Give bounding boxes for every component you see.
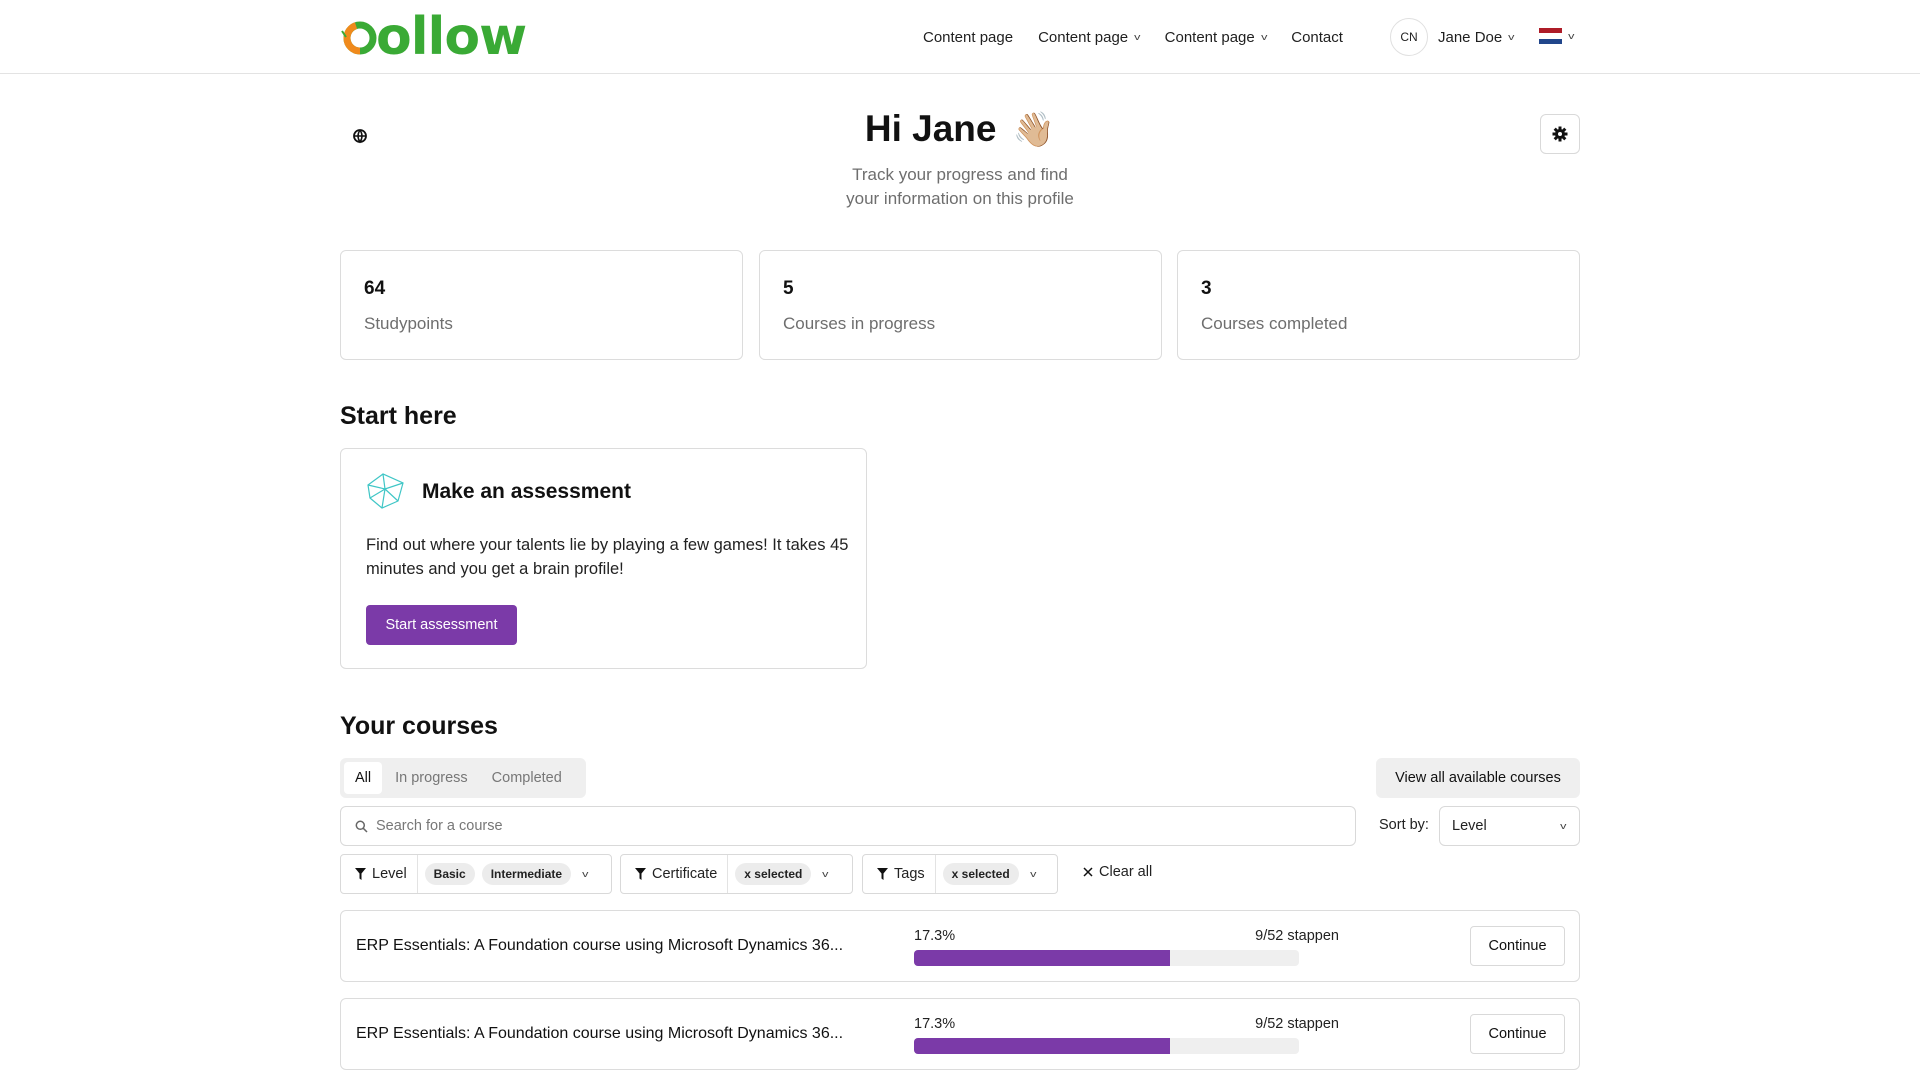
filter-label: Tags bbox=[894, 866, 925, 882]
course-row: ERP Essentials: A Foundation course usin… bbox=[340, 998, 1580, 1070]
close-icon bbox=[1083, 867, 1093, 877]
course-row: ERP Essentials: A Foundation course usin… bbox=[340, 910, 1580, 982]
tags-filter[interactable]: Tags x selected v bbox=[862, 854, 1058, 894]
nav-item-label: Content page bbox=[923, 28, 1014, 46]
main-nav: Content page Content page v Content page… bbox=[923, 0, 1368, 74]
clear-all-button[interactable]: Clear all bbox=[1083, 864, 1152, 880]
section-heading-start-here: Start here bbox=[340, 402, 457, 430]
avatar: CN bbox=[1390, 18, 1428, 56]
tab-all[interactable]: All bbox=[344, 762, 383, 794]
language-selector[interactable]: v bbox=[1539, 28, 1574, 44]
course-title[interactable]: ERP Essentials: A Foundation course usin… bbox=[356, 937, 844, 954]
chevron-down-icon: v bbox=[582, 869, 589, 879]
chevron-down-icon: v bbox=[1559, 821, 1566, 831]
nav-item-contact[interactable]: Contact bbox=[1291, 29, 1343, 46]
search-field[interactable] bbox=[340, 806, 1356, 846]
subtitle-line: your information on this profile bbox=[846, 189, 1074, 208]
stat-value: 5 bbox=[783, 278, 794, 299]
progress-steps: 9/52 stappen bbox=[1255, 928, 1339, 944]
filter-head: Certificate bbox=[621, 855, 729, 893]
progress-bar bbox=[914, 950, 1299, 966]
settings-button[interactable] bbox=[1540, 114, 1580, 154]
sort-select[interactable]: Level v bbox=[1439, 806, 1580, 846]
greeting-text: Hi Jane bbox=[864, 108, 997, 149]
subtitle-line: Track your progress and find bbox=[852, 165, 1068, 184]
nav-item-label: Content page bbox=[1038, 28, 1129, 46]
page-title: Hi Jane 👋🏼 bbox=[0, 108, 1920, 150]
certificate-filter[interactable]: Certificate x selected v bbox=[620, 854, 853, 894]
progress-percent: 17.3% bbox=[914, 1016, 956, 1032]
chevron-down-icon: v bbox=[1508, 32, 1515, 42]
section-heading-your-courses: Your courses bbox=[340, 712, 498, 740]
course-title[interactable]: ERP Essentials: A Foundation course usin… bbox=[356, 1025, 844, 1042]
sort-label: Sort by: bbox=[1379, 817, 1429, 833]
stat-value: 3 bbox=[1201, 278, 1212, 299]
filter-head: Level bbox=[341, 855, 418, 893]
filter-icon bbox=[635, 868, 646, 880]
progress-steps: 9/52 stappen bbox=[1255, 1016, 1339, 1032]
nav-item-content-page-3[interactable]: Content page v bbox=[1165, 29, 1267, 46]
chevron-down-icon: v bbox=[1260, 32, 1268, 42]
logo-text: ollow bbox=[376, 7, 527, 67]
user-menu[interactable]: CN Jane Doe v bbox=[1390, 18, 1515, 56]
stat-label: Courses completed bbox=[1201, 314, 1348, 333]
start-assessment-button[interactable]: Start assessment bbox=[366, 605, 517, 645]
assessment-title: Make an assessment bbox=[422, 480, 631, 503]
nav-item-label: Content page bbox=[1164, 28, 1255, 46]
continue-button[interactable]: Continue bbox=[1470, 1014, 1565, 1054]
stat-card-courses-in-progress: 5 Courses in progress bbox=[759, 250, 1162, 360]
logo-mark-icon bbox=[341, 21, 377, 55]
tab-in-progress[interactable]: In progress bbox=[395, 770, 468, 786]
filter-pill-intermediate[interactable]: Intermediate bbox=[481, 863, 572, 885]
user-name: Jane Doe bbox=[1438, 28, 1503, 46]
waving-hand-icon: 👋🏼 bbox=[1012, 111, 1056, 149]
stat-card-studypoints: 64 Studypoints bbox=[340, 250, 743, 360]
filter-label: Certificate bbox=[652, 866, 718, 882]
globe-button[interactable] bbox=[349, 125, 371, 147]
assessment-description: Find out where your talents lie by playi… bbox=[366, 536, 849, 578]
filter-label: Level bbox=[372, 866, 407, 882]
nav-item-content-page-1[interactable]: Content page bbox=[923, 29, 1013, 46]
progress-bar-fill bbox=[914, 950, 1171, 966]
brain-shape-icon bbox=[367, 473, 404, 509]
continue-button[interactable]: Continue bbox=[1470, 926, 1565, 966]
stat-card-courses-completed: 3 Courses completed bbox=[1177, 250, 1580, 360]
progress-bar bbox=[914, 1038, 1299, 1054]
filter-icon bbox=[877, 868, 888, 880]
course-tabs: All In progress Completed bbox=[340, 758, 586, 798]
chevron-down-icon: v bbox=[1029, 869, 1037, 879]
globe-icon bbox=[353, 129, 367, 144]
gear-icon bbox=[1552, 126, 1568, 142]
logo[interactable]: ollow bbox=[340, 7, 527, 67]
filter-head: Tags bbox=[863, 855, 936, 893]
page-subtitle: Track your progress and find your inform… bbox=[0, 163, 1920, 211]
nav-item-label: Contact bbox=[1291, 28, 1343, 46]
search-input[interactable] bbox=[376, 818, 1276, 834]
progress-percent: 17.3% bbox=[914, 928, 956, 944]
filter-pill-selected[interactable]: x selected bbox=[942, 863, 1019, 885]
chevron-down-icon: v bbox=[1568, 31, 1575, 41]
view-all-courses-button[interactable]: View all available courses bbox=[1376, 758, 1580, 798]
chevron-down-icon: v bbox=[822, 869, 829, 879]
filter-pill-basic[interactable]: Basic bbox=[424, 863, 475, 885]
stat-label: Courses in progress bbox=[783, 314, 936, 333]
tab-completed[interactable]: Completed bbox=[491, 770, 562, 786]
clear-all-label: Clear all bbox=[1099, 864, 1153, 880]
sort-value: Level bbox=[1452, 818, 1487, 834]
stat-value: 64 bbox=[364, 278, 386, 299]
assessment-card: Make an assessment Find out where your t… bbox=[340, 448, 867, 669]
search-icon bbox=[355, 820, 368, 833]
top-navbar: ollow Content page Content page v Conten… bbox=[0, 0, 1920, 74]
nav-item-content-page-2[interactable]: Content page v bbox=[1038, 29, 1140, 46]
progress-bar-fill bbox=[914, 1038, 1171, 1054]
netherlands-flag-icon bbox=[1539, 28, 1562, 44]
stat-label: Studypoints bbox=[364, 314, 453, 333]
level-filter[interactable]: Level Basic Intermediate v bbox=[340, 854, 612, 894]
filter-pill-selected[interactable]: x selected bbox=[735, 863, 812, 885]
filter-icon bbox=[355, 868, 366, 880]
chevron-down-icon: v bbox=[1134, 32, 1141, 42]
